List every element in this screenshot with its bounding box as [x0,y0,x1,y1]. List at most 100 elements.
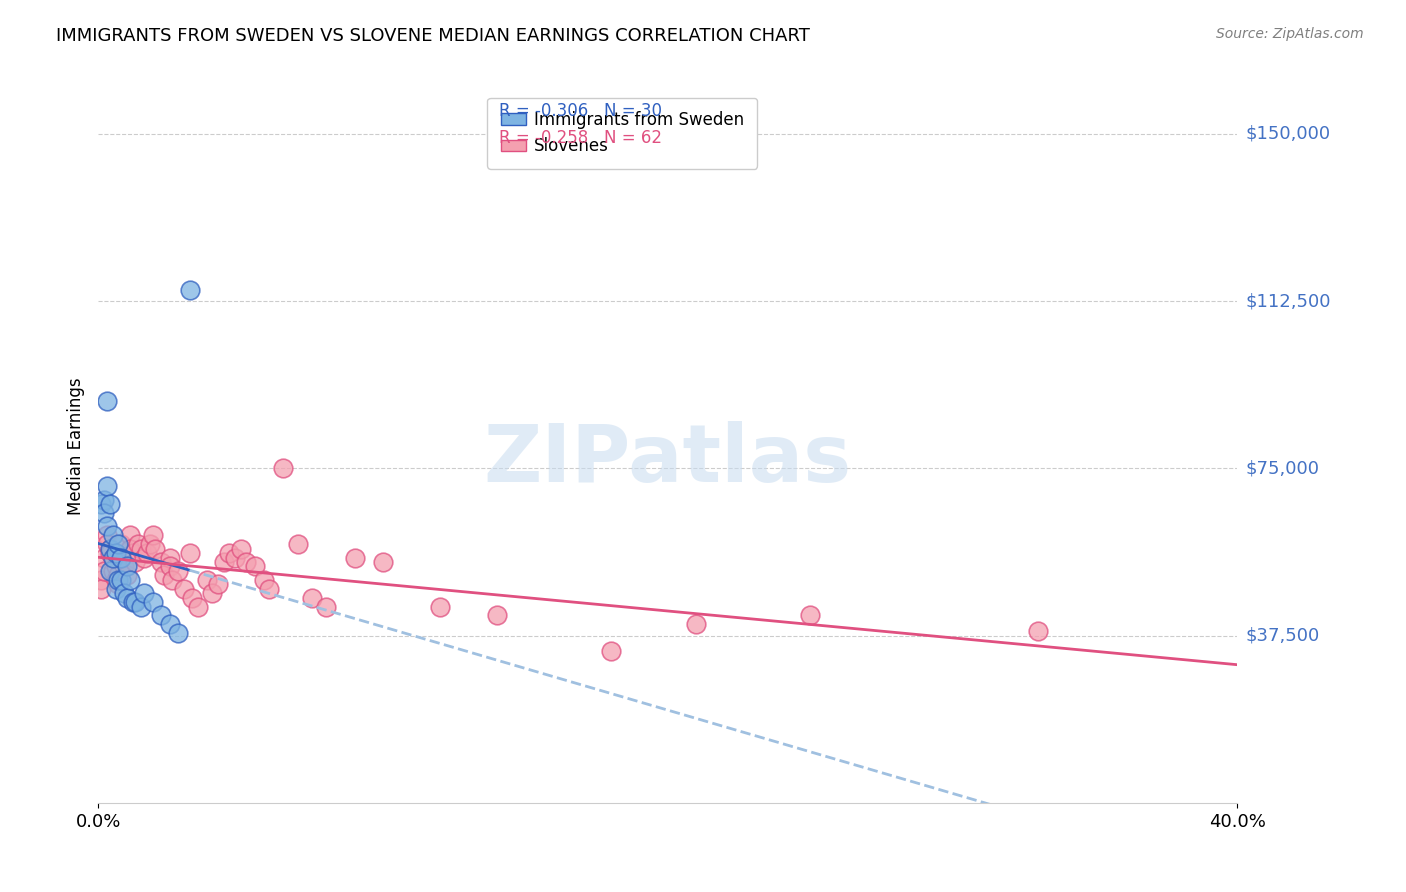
Text: $37,500: $37,500 [1246,626,1320,645]
Slovenes [121,546,143,560]
Slovenes [429,599,451,614]
Slovenes [224,550,246,565]
Slovenes [273,461,295,475]
Immigrants from Sweden [96,394,118,409]
Slovenes [173,582,195,596]
Immigrants from Sweden [110,550,132,565]
Text: ZIPatlas: ZIPatlas [484,421,852,500]
Slovenes [98,541,121,556]
Slovenes [110,537,132,551]
Slovenes [115,568,138,582]
Slovenes [301,591,323,605]
Text: $150,000: $150,000 [1246,125,1331,143]
Text: $112,500: $112,500 [1246,292,1331,310]
Slovenes [104,559,127,574]
Slovenes [127,537,149,551]
Immigrants from Sweden [98,497,121,511]
Slovenes [252,573,274,587]
Immigrants from Sweden [150,608,173,623]
Slovenes [287,537,309,551]
Slovenes [153,568,176,582]
Immigrants from Sweden [179,283,201,297]
Slovenes [96,537,118,551]
Slovenes [181,591,204,605]
Text: R = -0.306   N = 30: R = -0.306 N = 30 [499,103,662,120]
Text: R = -0.258   N = 62: R = -0.258 N = 62 [499,129,662,147]
Immigrants from Sweden [98,541,121,556]
Immigrants from Sweden [93,506,115,520]
Slovenes [187,599,209,614]
Immigrants from Sweden [110,573,132,587]
Slovenes [212,555,235,569]
Slovenes [243,559,266,574]
Y-axis label: Median Earnings: Median Earnings [66,377,84,515]
Immigrants from Sweden [107,537,129,551]
Slovenes [486,608,509,623]
Slovenes [167,564,190,578]
Slovenes [104,573,127,587]
Slovenes [110,550,132,565]
Slovenes [201,586,224,600]
Immigrants from Sweden [121,595,143,609]
Slovenes [162,573,184,587]
Slovenes [112,559,135,574]
Slovenes [135,546,157,560]
Immigrants from Sweden [90,497,112,511]
Immigrants from Sweden [159,617,181,632]
Slovenes [107,577,129,591]
Slovenes [96,528,118,542]
Slovenes [93,564,115,578]
Text: Source: ZipAtlas.com: Source: ZipAtlas.com [1216,27,1364,41]
Immigrants from Sweden [124,595,146,609]
Slovenes [124,555,146,569]
Slovenes [145,541,167,556]
Immigrants from Sweden [96,479,118,493]
Slovenes [101,550,124,565]
Slovenes [195,573,218,587]
Immigrants from Sweden [101,550,124,565]
Slovenes [90,582,112,596]
Slovenes [129,541,152,556]
Immigrants from Sweden [98,564,121,578]
Immigrants from Sweden [118,573,141,587]
Immigrants from Sweden [101,528,124,542]
Immigrants from Sweden [129,599,152,614]
Slovenes [98,546,121,560]
Slovenes [90,573,112,587]
Slovenes [315,599,337,614]
Slovenes [229,541,252,556]
Immigrants from Sweden [104,582,127,596]
Immigrants from Sweden [96,519,118,533]
Immigrants from Sweden [132,586,155,600]
Slovenes [159,550,181,565]
Immigrants from Sweden [93,492,115,507]
Immigrants from Sweden [167,626,190,640]
Slovenes [259,582,281,596]
Slovenes [179,546,201,560]
Slovenes [93,550,115,565]
Text: $75,000: $75,000 [1246,459,1320,477]
Slovenes [118,541,141,556]
Slovenes [118,528,141,542]
Slovenes [207,577,229,591]
Slovenes [101,564,124,578]
Immigrants from Sweden [115,591,138,605]
Slovenes [138,537,160,551]
Immigrants from Sweden [112,586,135,600]
Slovenes [373,555,395,569]
Slovenes [107,568,129,582]
Immigrants from Sweden [104,546,127,560]
Slovenes [159,559,181,574]
Text: IMMIGRANTS FROM SWEDEN VS SLOVENE MEDIAN EARNINGS CORRELATION CHART: IMMIGRANTS FROM SWEDEN VS SLOVENE MEDIAN… [56,27,810,45]
Slovenes [600,644,623,658]
Slovenes [343,550,366,565]
Slovenes [685,617,707,632]
Slovenes [1026,624,1049,639]
Immigrants from Sweden [115,559,138,574]
Immigrants from Sweden [107,573,129,587]
Legend: Immigrants from Sweden, Slovenes: Immigrants from Sweden, Slovenes [488,97,758,169]
Slovenes [218,546,240,560]
Slovenes [799,608,821,623]
Slovenes [150,555,173,569]
Slovenes [235,555,257,569]
